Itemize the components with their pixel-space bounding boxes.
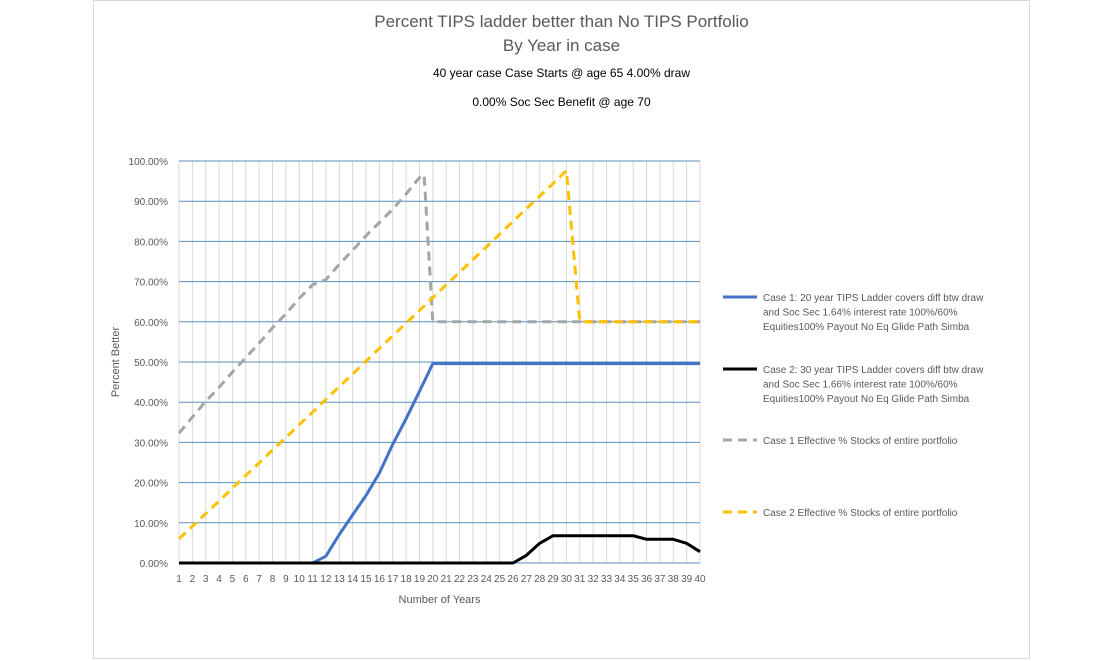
x-tick-label: 30 [561, 574, 573, 585]
x-tick-label: 24 [481, 574, 493, 585]
x-tick-label: 11 [307, 574, 318, 585]
legend-label-4: Case 2 Effective % Stocks of entire port… [763, 508, 958, 519]
x-tick-label: 15 [360, 574, 372, 585]
x-tick-label: 1 [176, 574, 182, 585]
y-tick-label: 40.00% [134, 398, 168, 409]
x-axis-label: Number of Years [399, 594, 481, 606]
legend-label-2: Case 2: 30 year TIPS Ladder covers diff … [763, 365, 984, 376]
y-tick-label: 70.00% [134, 278, 168, 289]
x-tick-label: 3 [203, 574, 209, 585]
x-tick-label: 37 [654, 574, 666, 585]
x-tick-label: 40 [694, 574, 706, 585]
x-tick-label: 5 [230, 574, 236, 585]
legend-label-3: Case 1 Effective % Stocks of entire port… [763, 436, 958, 447]
x-tick-label: 16 [374, 574, 386, 585]
x-tick-label: 10 [294, 574, 306, 585]
y-tick-label: 100.00% [129, 157, 169, 168]
series-line-4 [177, 169, 700, 540]
x-tick-label: 25 [494, 574, 506, 585]
x-tick-label: 39 [681, 574, 693, 585]
x-tick-label: 32 [588, 574, 600, 585]
x-tick-label: 12 [320, 574, 332, 585]
y-tick-label: 80.00% [134, 237, 168, 248]
x-tick-label: 14 [347, 574, 359, 585]
y-tick-label: 90.00% [134, 197, 168, 208]
x-tick-label: 21 [441, 574, 453, 585]
x-tick-label: 18 [401, 574, 413, 585]
x-tick-label: 29 [547, 574, 559, 585]
x-tick-label: 38 [668, 574, 680, 585]
x-tick-label: 23 [467, 574, 479, 585]
y-tick-label: 20.00% [134, 479, 168, 490]
x-tick-label: 28 [534, 574, 546, 585]
chart-info-line-1: 40 year case Case Starts @ age 65 4.00% … [433, 66, 690, 80]
chart-frame [93, 0, 1030, 659]
y-tick-label: 60.00% [134, 318, 168, 329]
x-tick-label: 4 [216, 574, 222, 585]
x-tick-label: 7 [256, 574, 262, 585]
x-tick-label: 34 [614, 574, 626, 585]
y-tick-label: 50.00% [134, 358, 168, 369]
x-tick-label: 33 [601, 574, 613, 585]
legend-label-1: Equities100% Payout No Eq Glide Path Sim… [763, 322, 970, 333]
legend-label-2: and Soc Sec 1.66% interest rate 100%/60% [763, 380, 958, 391]
x-tick-label: 36 [641, 574, 653, 585]
x-tick-label: 20 [427, 574, 439, 585]
x-tick-label: 35 [628, 574, 640, 585]
legend-label-2: Equities100% Payout No Eq Glide Path Sim… [763, 394, 970, 405]
y-tick-label: 10.00% [134, 519, 168, 530]
x-tick-label: 22 [454, 574, 466, 585]
y-tick-label: 30.00% [134, 438, 168, 449]
y-tick-label: 0.00% [140, 559, 168, 570]
x-tick-label: 26 [507, 574, 519, 585]
x-tick-label: 13 [334, 574, 346, 585]
chart-title: Percent TIPS ladder better than No TIPS … [374, 12, 749, 31]
x-tick-label: 19 [414, 574, 426, 585]
x-tick-label: 6 [243, 574, 249, 585]
chart-info-line-2: 0.00% Soc Sec Benefit @ age 70 [472, 95, 651, 109]
x-tick-label: 9 [283, 574, 289, 585]
series-line-2 [179, 534, 701, 565]
x-tick-label: 2 [190, 574, 196, 585]
legend-label-1: Case 1: 20 year TIPS Ladder covers diff … [763, 293, 984, 304]
x-tick-label: 31 [574, 574, 586, 585]
legend-label-1: and Soc Sec 1.64% interest rate 100%/60% [763, 308, 958, 319]
x-tick-label: 27 [521, 574, 533, 585]
chart-subtitle: By Year in case [502, 36, 621, 55]
y-axis-label: Percent Better [110, 327, 122, 398]
x-tick-label: 17 [387, 574, 399, 585]
x-tick-label: 8 [270, 574, 276, 585]
series-line-3 [177, 173, 700, 435]
